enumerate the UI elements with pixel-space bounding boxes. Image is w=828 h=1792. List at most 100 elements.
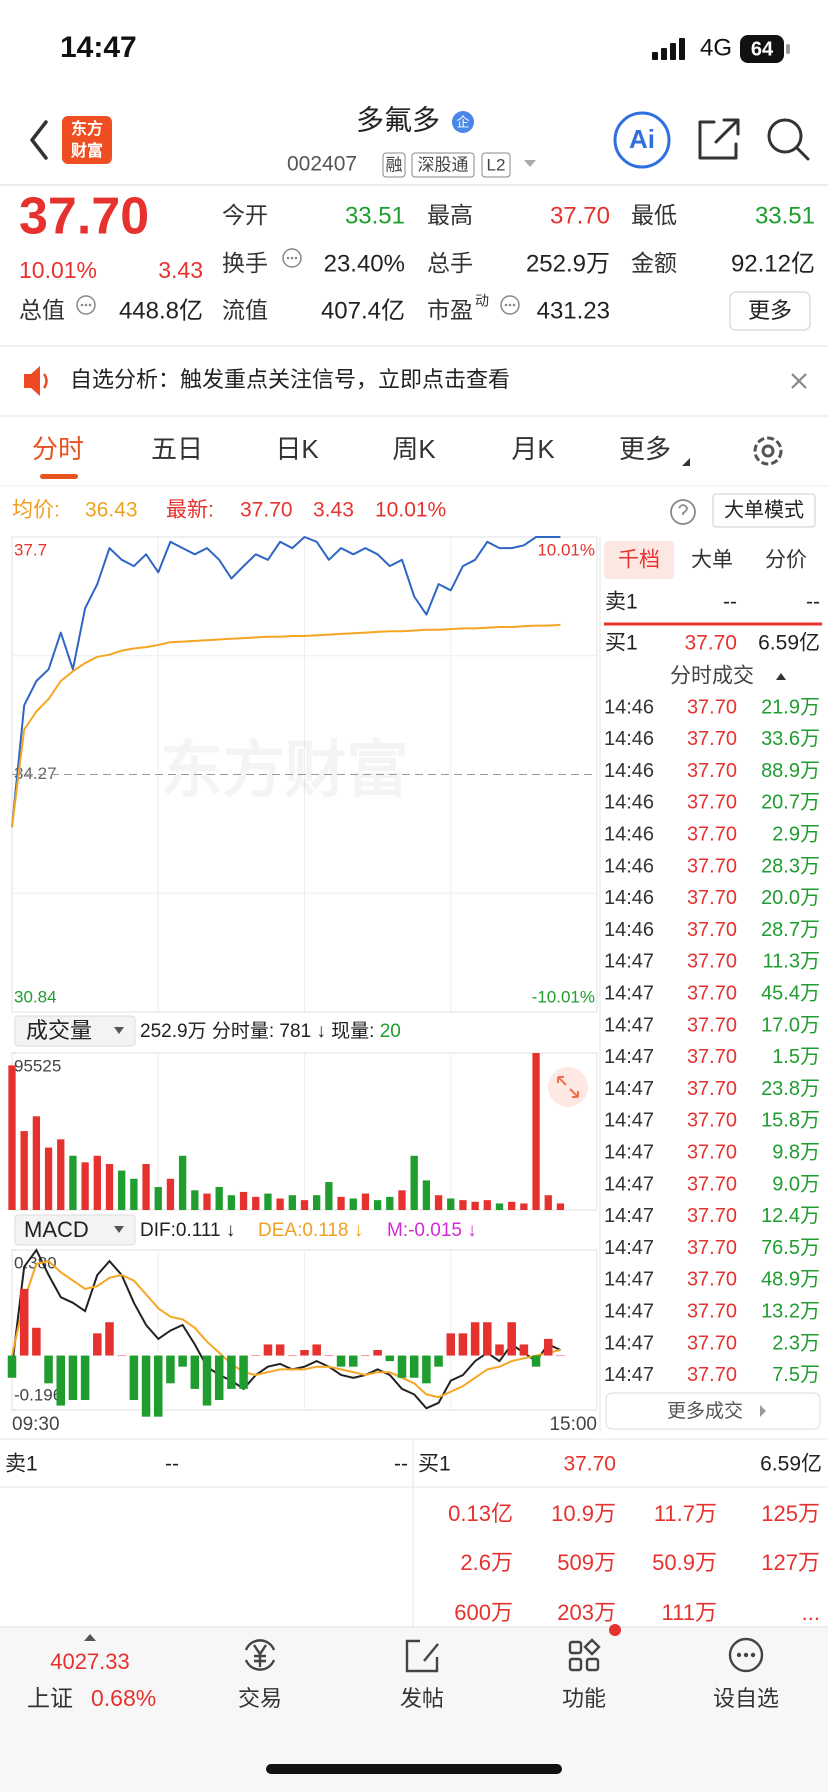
trade-time: 14:46 <box>604 792 654 814</box>
macd-bar <box>202 1355 212 1406</box>
volume-bar <box>373 1200 382 1210</box>
watchlist-icon[interactable] <box>728 1637 764 1673</box>
index-name: 上证 <box>27 1685 73 1711</box>
trade-volume: 45.4万 <box>761 982 820 1004</box>
index-arrow <box>84 1634 96 1641</box>
tab[interactable]: 分时 <box>32 434 84 464</box>
info-item: 3.43 <box>313 499 354 522</box>
trade-price: 37.70 <box>687 1364 737 1386</box>
back-button[interactable] <box>30 120 48 160</box>
trade-icon[interactable] <box>244 1639 276 1671</box>
panel-tab[interactable]: 千档 <box>618 549 660 572</box>
speaker-icon <box>24 366 40 396</box>
bid-label: 买1 <box>605 632 638 655</box>
more-trades-label[interactable]: 更多成交 <box>667 1400 743 1422</box>
mode-button[interactable] <box>712 493 816 528</box>
trade-time: 14:47 <box>604 1364 654 1386</box>
trade-time: 14:47 <box>604 1300 654 1322</box>
tab-bar-item[interactable]: 设自选 <box>713 1686 779 1711</box>
selector-label[interactable]: MACD <box>24 1217 89 1242</box>
tab[interactable]: 更多 <box>619 434 671 464</box>
function-icon[interactable] <box>568 1638 601 1672</box>
macd-bar <box>105 1322 114 1356</box>
volume-selector[interactable] <box>14 1015 136 1047</box>
volume-bar <box>520 1203 528 1210</box>
info-item: 36.43 <box>85 499 138 522</box>
trade-price: 37.70 <box>687 792 737 814</box>
trade-volume: 2.3万 <box>772 1332 820 1354</box>
stat-value: 431.23 <box>537 297 610 324</box>
panel-tab[interactable]: 分价 <box>765 549 807 572</box>
macd-bar <box>446 1333 456 1356</box>
tag-box <box>411 152 475 178</box>
tab[interactable]: 五日 <box>151 434 203 464</box>
order-cell: 11.7万 <box>654 1501 717 1526</box>
ask-volume: -- <box>394 1453 408 1476</box>
selector-label[interactable]: 成交量 <box>26 1018 92 1043</box>
settings-button[interactable] <box>753 436 783 466</box>
share-button[interactable] <box>698 118 740 160</box>
order-cell: 125万 <box>761 1501 820 1526</box>
logo-text: 东方 <box>71 119 103 138</box>
ai-label[interactable]: Ai <box>629 124 655 154</box>
trade-price: 37.70 <box>687 919 737 941</box>
stat-label: 换手 <box>222 250 268 276</box>
stat-label: 今开 <box>222 202 268 228</box>
mode-label[interactable]: 大单模式 <box>724 498 804 521</box>
trade-price: 37.70 <box>687 1014 737 1036</box>
trade-price: 37.70 <box>687 1300 737 1322</box>
trade-volume: 9.8万 <box>772 1141 820 1163</box>
volume-bar <box>130 1178 138 1210</box>
more-button[interactable] <box>729 291 811 331</box>
macd-bar <box>129 1355 139 1400</box>
help-button[interactable] <box>670 499 696 525</box>
dropdown-icon[interactable] <box>524 160 536 167</box>
trade-price: 37.70 <box>687 1269 737 1291</box>
trade-volume: 20.7万 <box>761 792 820 814</box>
order-cell: 50.9万 <box>652 1550 717 1575</box>
macd-readout: M:-0.015 ↓ <box>387 1220 477 1241</box>
search-button[interactable] <box>767 118 810 161</box>
close-button[interactable] <box>791 373 807 389</box>
macd-bar <box>275 1344 285 1356</box>
volume-readouts: 252.9万 分时量: 781 ↓ 现量: 20 <box>140 1020 401 1042</box>
indicator-selector[interactable] <box>14 1214 136 1246</box>
more-trades-button[interactable] <box>605 1392 821 1430</box>
stat-value: 252.9万 <box>526 250 610 277</box>
order-cell: 10.9万 <box>551 1501 616 1526</box>
stat-label: 总值 <box>19 297 65 323</box>
trade-volume: 15.8万 <box>761 1110 820 1132</box>
info-dots <box>80 256 516 307</box>
trade-volume: 88.9万 <box>761 760 820 782</box>
post-icon[interactable] <box>405 1639 439 1673</box>
notice-text[interactable]: 自选分析：触发重点关注信号，立即点击查看 <box>70 367 510 392</box>
macd-bar <box>288 1355 297 1357</box>
panel-tab[interactable]: 大单 <box>691 549 733 572</box>
tab-bar-item[interactable]: 发帖 <box>400 1686 444 1711</box>
ai-button[interactable] <box>613 111 671 169</box>
expand-button[interactable] <box>548 1067 588 1107</box>
volume-bar <box>57 1139 65 1210</box>
trade-time: 14:47 <box>604 1078 654 1100</box>
tab[interactable]: 日K <box>275 434 319 464</box>
tab-bar-item[interactable]: 功能 <box>562 1686 606 1711</box>
trade-time: 14:46 <box>604 887 654 909</box>
change-pct: 10.01% <box>19 257 97 283</box>
volume-bar <box>300 1200 309 1210</box>
more-label[interactable]: 更多 <box>748 298 792 323</box>
index-value[interactable]: 4027.33 <box>50 1649 130 1674</box>
macd-bar <box>483 1322 492 1356</box>
volume-bar <box>532 1053 540 1210</box>
trade-time: 14:47 <box>604 1269 654 1291</box>
trade-time: 14:47 <box>604 1173 654 1195</box>
volume-bar <box>166 1178 175 1210</box>
macd-bar <box>178 1355 187 1367</box>
trade-price: 37.70 <box>687 1141 737 1163</box>
tab-bar-item[interactable]: 交易 <box>238 1686 282 1711</box>
signal-icon <box>652 38 685 60</box>
trade-volume: 28.7万 <box>761 919 820 941</box>
tab[interactable]: 月K <box>511 434 555 464</box>
tab[interactable]: 周K <box>392 434 436 464</box>
trade-price: 37.70 <box>687 1332 737 1354</box>
price-line <box>11 536 561 828</box>
